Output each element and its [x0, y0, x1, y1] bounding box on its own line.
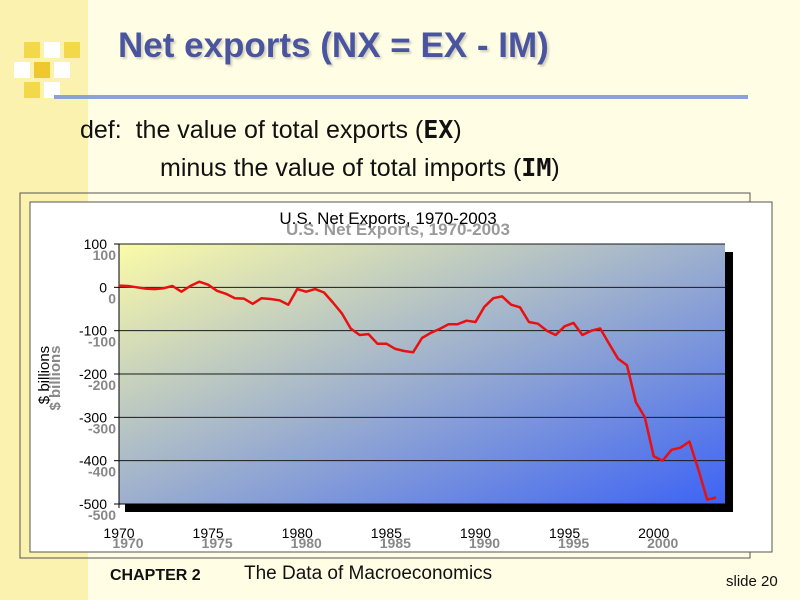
x-tick-label-shadow: 1980: [291, 535, 322, 551]
y-tick-label: -100: [79, 323, 107, 339]
y-tick-label-shadow: 100: [93, 247, 117, 263]
y-tick-label: 0: [99, 279, 107, 295]
y-tick-label: -400: [79, 453, 107, 469]
x-tick-label: 1970: [103, 525, 134, 541]
y-axis-label-shadow: $ billions: [47, 345, 64, 410]
exports-term: EX: [423, 115, 454, 144]
y-tick-label-shadow: -200: [88, 377, 116, 393]
x-tick-label: 1995: [549, 525, 580, 541]
slide-title: Net exports (NX = EX - IM): [118, 26, 549, 65]
book-title: The Data of Macroeconomics: [244, 563, 493, 584]
chapter-label: CHAPTER 2: [110, 567, 201, 584]
x-tick-label: 2000: [638, 525, 669, 541]
definition-line-1-prefix: def: the value of total exports (: [80, 116, 424, 144]
x-tick-label-shadow: 1970: [112, 535, 143, 551]
x-tick-label-shadow: 1975: [202, 535, 233, 551]
y-tick-label-shadow: -400: [88, 464, 116, 480]
x-tick-label: 1990: [460, 525, 491, 541]
gridlines: [114, 243, 725, 505]
definition-line-2-prefix: minus the value of total imports (: [160, 154, 522, 182]
y-tick-label: -300: [79, 409, 107, 425]
decorative-squares: [10, 38, 80, 98]
imports-term: IM: [521, 153, 552, 182]
x-tick-label-shadow: 2000: [647, 535, 678, 551]
definition-line-2: minus the value of total imports (IM): [160, 153, 560, 183]
definition-line-2-suffix: ): [551, 154, 560, 182]
title-divider: [54, 95, 748, 99]
x-tick-label-shadow: 1995: [558, 535, 589, 551]
x-tick-label-shadow: 1990: [469, 535, 500, 551]
net-exports-line: [118, 280, 717, 501]
y-axis-label: $ billions: [36, 346, 53, 404]
definition-line-1-suffix: ): [453, 116, 462, 144]
y-tick-label: 100: [84, 236, 108, 252]
x-tick-label: 1980: [282, 525, 313, 541]
definition-line-1: def: the value of total exports (EX): [80, 115, 462, 145]
chart-title-shadow: U.S. Net Exports, 1970-2003: [286, 220, 510, 239]
y-tick-label: -500: [79, 496, 107, 512]
y-tick-label: -200: [79, 366, 107, 382]
y-tick-label-shadow: 0: [108, 290, 116, 306]
x-tick-label: 1975: [193, 525, 224, 541]
chart-title: U.S. Net Exports, 1970-2003: [279, 209, 496, 228]
y-tick-label-shadow: -300: [88, 420, 116, 436]
y-tick-label-shadow: -100: [88, 334, 116, 350]
slide-number: slide 20: [726, 573, 778, 590]
x-tick-label: 1985: [371, 525, 402, 541]
x-tick-label-shadow: 1985: [380, 535, 411, 551]
y-tick-label-shadow: -500: [88, 507, 116, 523]
